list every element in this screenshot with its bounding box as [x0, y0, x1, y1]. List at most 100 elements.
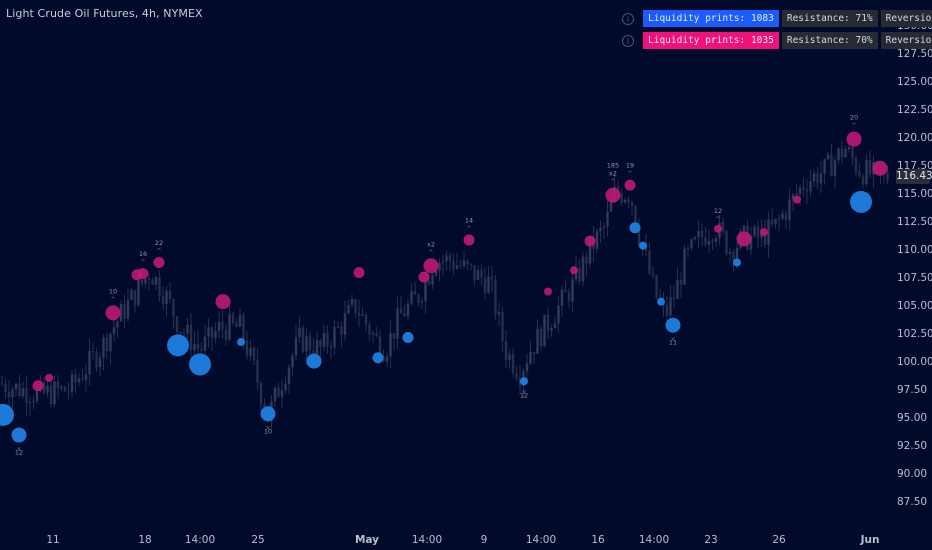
candle-body: [637, 226, 641, 245]
info-icon[interactable]: i: [622, 12, 634, 25]
candle-body: [490, 276, 494, 280]
y-tick-label: 90.00: [897, 468, 927, 480]
candle-body: [161, 296, 165, 305]
bullish-liquidity-print[interactable]: [520, 377, 528, 386]
candle-body: [291, 355, 294, 368]
bearish-liquidity-print[interactable]: [872, 160, 888, 176]
chart-title: Light Crude Oil Futures, 4h, NYMEX: [6, 7, 203, 20]
candle-body: [585, 256, 588, 264]
x-tick-label: 25: [251, 534, 264, 546]
candle-body: [564, 289, 567, 293]
candle-body: [273, 387, 277, 402]
bearish-liquidity-print[interactable]: [570, 266, 578, 275]
candle-body: [228, 314, 231, 340]
caret-up-icon: ^: [715, 216, 720, 223]
candle-body: [707, 240, 711, 245]
bearish-liquidity-print[interactable]: [463, 234, 475, 246]
bullish-liquidity-print[interactable]: [306, 353, 322, 369]
candle-body: [336, 326, 340, 328]
candle-body: [469, 263, 473, 266]
candle-body: [515, 372, 518, 379]
candle-body: [67, 391, 70, 393]
candle-body: [63, 386, 67, 392]
caret-up-icon: ^: [110, 296, 115, 303]
candle-body: [322, 332, 326, 348]
bullish-liquidity-print[interactable]: [402, 332, 414, 344]
bearish-liquidity-print[interactable]: [793, 195, 801, 204]
bullish-liquidity-print[interactable]: [260, 406, 276, 422]
candle-body: [795, 194, 798, 196]
candle-body: [42, 381, 46, 393]
bearish-liquidity-print[interactable]: [153, 256, 165, 268]
print-labels-layer: 12v10^16^22^10vx2^14^12v185x2^19^11v12^2…: [15, 114, 858, 457]
caret-down-icon: v: [266, 424, 270, 431]
bullish-liquidity-print[interactable]: [189, 353, 211, 376]
bearish-liquidity-print[interactable]: [45, 373, 53, 382]
bullish-liquidity-print[interactable]: [372, 352, 384, 364]
bearish-liquidity-print[interactable]: [137, 268, 149, 280]
candle-body: [854, 158, 858, 172]
candle-body: [231, 314, 235, 323]
info-icon[interactable]: i: [622, 34, 634, 47]
bearish-liquidity-print[interactable]: [418, 271, 430, 283]
legend-resistance-bearish: Resistance: 70%: [781, 32, 878, 49]
candle-body: [396, 308, 399, 339]
candle-body: [399, 308, 403, 314]
bullish-liquidity-print[interactable]: [639, 241, 647, 250]
candle-body: [644, 246, 648, 252]
bullish-liquidity-print[interactable]: [850, 190, 872, 213]
bearish-liquidity-print[interactable]: [736, 231, 752, 247]
bearish-liquidity-print[interactable]: [353, 267, 365, 279]
candle-body: [235, 322, 238, 327]
candle-body: [504, 340, 508, 361]
candle-body: [571, 279, 574, 302]
candle-body: [98, 357, 102, 368]
y-tick-label: 110.00: [897, 244, 932, 256]
bullish-liquidity-print[interactable]: [665, 317, 681, 333]
candle-body: [690, 239, 693, 249]
bearish-liquidity-print[interactable]: [624, 179, 636, 191]
bearish-liquidity-print[interactable]: [105, 305, 121, 321]
bearish-liquidity-print[interactable]: [605, 187, 621, 203]
candles-layer: [0, 137, 889, 430]
bullish-liquidity-print[interactable]: [237, 338, 245, 347]
legend-row-bearish[interactable]: i Liquidity prints: 1035 Resistance: 70%…: [622, 32, 932, 49]
bearish-liquidity-print[interactable]: [714, 224, 722, 233]
bearish-liquidity-print[interactable]: [584, 235, 596, 247]
candle-body: [319, 340, 322, 348]
candle-body: [742, 225, 746, 232]
candle-body: [441, 261, 445, 263]
legend-row-bullish[interactable]: i Liquidity prints: 1083 Resistance: 71%…: [622, 10, 932, 27]
candle-body: [74, 374, 77, 383]
candle-body: [389, 332, 392, 357]
bearish-liquidity-print[interactable]: [423, 258, 439, 274]
candle-body: [567, 292, 571, 302]
candle-body: [84, 374, 88, 380]
bullish-liquidity-print[interactable]: [733, 258, 741, 267]
x-tick-label: 9: [481, 534, 488, 546]
print-count-label: 20: [850, 114, 858, 122]
bearish-liquidity-print[interactable]: [846, 131, 862, 147]
bearish-liquidity-print[interactable]: [215, 294, 231, 310]
bullish-liquidity-print[interactable]: [167, 334, 189, 357]
bearish-liquidity-print[interactable]: [32, 380, 44, 392]
candle-body: [700, 230, 704, 238]
y-tick-label: 95.00: [897, 412, 927, 424]
candle-body: [518, 378, 522, 386]
caret-down-icon: v: [17, 446, 21, 453]
candle-body: [410, 291, 413, 304]
bullish-liquidity-print[interactable]: [0, 403, 14, 426]
bullish-liquidity-print[interactable]: [657, 297, 665, 306]
candle-body: [305, 336, 308, 352]
bullish-liquidity-print[interactable]: [11, 427, 27, 443]
bearish-liquidity-print[interactable]: [544, 287, 552, 296]
candle-body: [676, 279, 679, 299]
candle-body: [816, 173, 819, 184]
bullish-liquidity-print[interactable]: [629, 222, 641, 234]
caret-up-icon: ^: [610, 179, 615, 186]
candle-body: [371, 333, 375, 335]
candle-body: [693, 237, 697, 240]
bearish-liquidity-print[interactable]: [760, 228, 768, 237]
candle-body: [826, 154, 830, 160]
